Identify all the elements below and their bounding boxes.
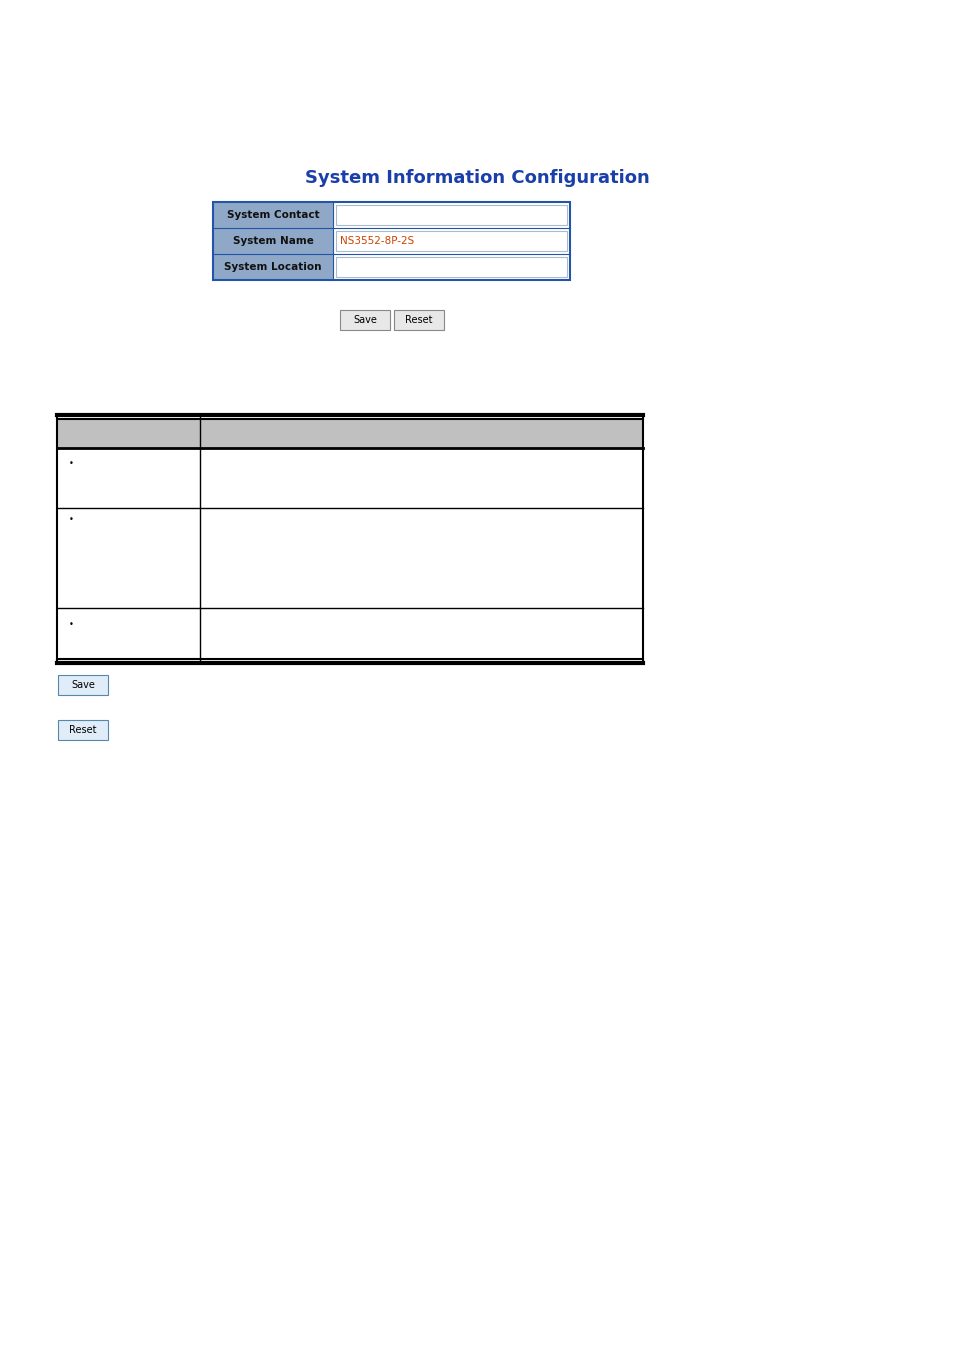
Text: •: •	[69, 459, 73, 467]
FancyBboxPatch shape	[213, 228, 333, 254]
Text: •: •	[69, 516, 73, 525]
Text: NS3552-8P-2S: NS3552-8P-2S	[339, 236, 414, 246]
Text: •: •	[69, 620, 73, 629]
Text: Save: Save	[71, 680, 95, 690]
FancyBboxPatch shape	[58, 675, 108, 695]
Text: Reset: Reset	[405, 315, 433, 325]
FancyBboxPatch shape	[213, 254, 333, 279]
FancyBboxPatch shape	[57, 418, 642, 448]
Text: System Location: System Location	[224, 262, 321, 271]
FancyBboxPatch shape	[335, 231, 566, 251]
FancyBboxPatch shape	[213, 202, 333, 228]
Text: System Contact: System Contact	[227, 211, 319, 220]
FancyBboxPatch shape	[58, 720, 108, 740]
Text: System Information Configuration: System Information Configuration	[304, 169, 649, 188]
Text: Save: Save	[353, 315, 376, 325]
FancyBboxPatch shape	[339, 310, 390, 329]
Text: System Name: System Name	[233, 236, 314, 246]
FancyBboxPatch shape	[335, 256, 566, 277]
FancyBboxPatch shape	[394, 310, 443, 329]
FancyBboxPatch shape	[333, 254, 569, 279]
Text: Reset: Reset	[70, 725, 96, 734]
FancyBboxPatch shape	[333, 202, 569, 228]
FancyBboxPatch shape	[333, 228, 569, 254]
FancyBboxPatch shape	[335, 205, 566, 225]
